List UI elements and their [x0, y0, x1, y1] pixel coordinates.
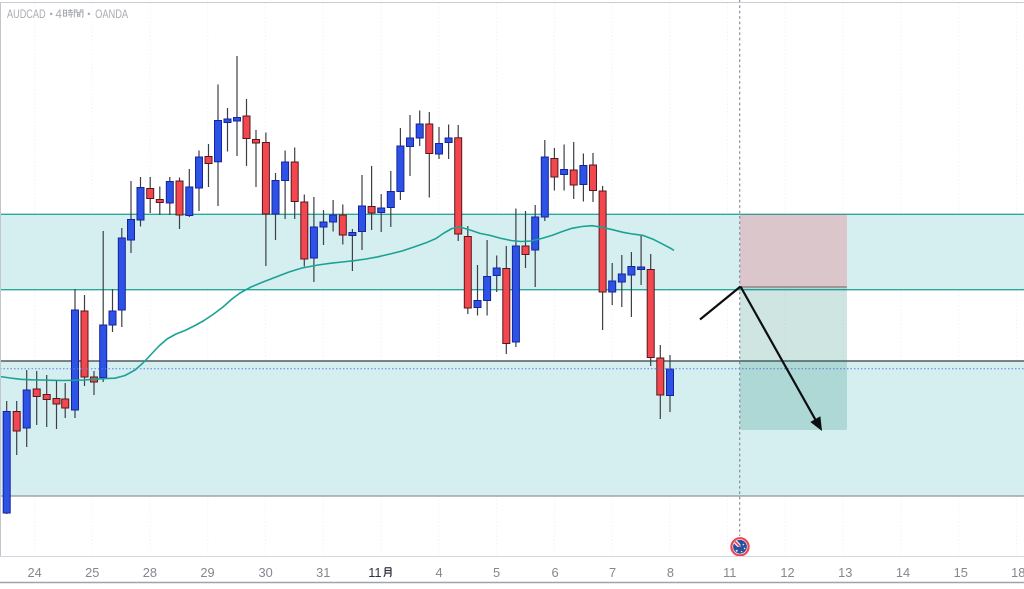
svg-text:OANDA: OANDA	[95, 7, 128, 21]
svg-text:25: 25	[85, 565, 99, 580]
svg-text:7: 7	[609, 565, 616, 580]
svg-text:6: 6	[551, 565, 558, 580]
svg-text:24: 24	[27, 565, 41, 580]
svg-text:AUDCAD: AUDCAD	[7, 7, 46, 21]
svg-text:8: 8	[667, 565, 674, 580]
svg-text:11: 11	[368, 565, 381, 580]
svg-text:28: 28	[143, 565, 157, 580]
svg-text:30: 30	[258, 565, 272, 580]
svg-text:11: 11	[723, 565, 736, 580]
svg-text:5: 5	[493, 565, 500, 580]
svg-text:4: 4	[435, 565, 442, 580]
svg-text:14: 14	[896, 565, 910, 580]
svg-text:12: 12	[780, 565, 794, 580]
svg-text:4: 4	[55, 7, 62, 21]
svg-text:13: 13	[838, 565, 852, 580]
svg-text:15: 15	[954, 565, 968, 580]
svg-text:29: 29	[200, 565, 214, 580]
svg-text:31: 31	[316, 565, 330, 580]
svg-text:18: 18	[1011, 565, 1024, 580]
